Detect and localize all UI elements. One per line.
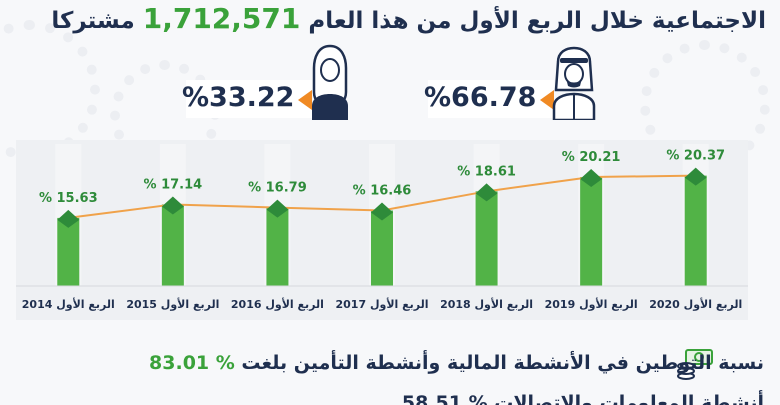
data-point [580, 169, 603, 188]
category-label: الربع الأول 2015 [126, 297, 219, 311]
data-point [266, 199, 289, 218]
headline: الاجتماعية خلال الربع الأول من هذا العام… [10, 2, 766, 35]
data-point [371, 202, 393, 221]
bar [684, 175, 707, 286]
woman-hijab-icon [312, 44, 348, 120]
footer-line-1-value: % 83.01 [149, 352, 235, 374]
data-label: % 17.14 [144, 177, 203, 192]
male-stat-bar [428, 80, 554, 118]
category-label: الربع الأول 2018 [440, 297, 533, 311]
female-stat-bar [186, 80, 312, 118]
data-label: % 20.21 [562, 150, 621, 165]
male-stat: %66.78 [418, 46, 598, 120]
chart-panel: % 15.63 % 17.14 % 16.79 % 16.46 % 18.61 % 20.… [16, 140, 748, 320]
female-stat: %33.22 [176, 44, 356, 120]
money-stack-icon [677, 349, 713, 380]
bar [371, 210, 393, 286]
footer-line-1: نسبة التوطين في الأنشطة المالية وأنشطة ا… [149, 352, 764, 374]
headline-suffix: مشتركا [51, 8, 135, 34]
data-point [57, 209, 80, 228]
male-percentage: %66.78 [424, 82, 537, 113]
category-label: الربع الأول 2014 [22, 297, 115, 311]
data-point [161, 196, 184, 215]
data-label: % 16.79 [248, 181, 307, 196]
footer-line-2: أنشطة المعلومات والاتصالات % 58.51 [402, 392, 764, 405]
footer-line-2-value: % 58.51 [401, 392, 488, 405]
data-point [684, 167, 707, 186]
category-label: الربع الأول 2019 [545, 297, 638, 311]
female-chevron-icon [298, 90, 312, 110]
data-label: % 15.63 [39, 191, 98, 206]
bar [580, 177, 603, 286]
headline-number: 1,712,571 [142, 2, 301, 35]
chart: % 15.63 % 17.14 % 16.79 % 16.46 % 18.61 % 20.… [16, 144, 748, 311]
female-percentage: %33.22 [182, 82, 295, 113]
bar [161, 204, 184, 286]
footer-line-1-text: نسبة التوطين في الأنشطة المالية وأنشطة ا… [241, 352, 764, 374]
footer-line-2-text: أنشطة المعلومات والاتصالات [494, 392, 764, 405]
data-label: % 20.37 [666, 149, 725, 164]
data-label: % 16.46 [353, 184, 412, 199]
male-chevron-icon [540, 90, 554, 110]
headline-prefix: الاجتماعية خلال الربع الأول من هذا العام [308, 8, 766, 34]
bar [266, 207, 289, 286]
category-label: الربع الأول 2020 [649, 297, 742, 311]
data-point [475, 183, 498, 202]
data-label: % 18.61 [457, 164, 516, 179]
category-label: الربع الأول 2017 [335, 297, 428, 311]
background-gear-decoration [0, 20, 100, 160]
category-label: الربع الأول 2016 [231, 297, 324, 311]
bar [475, 191, 498, 286]
man-shemagh-icon [552, 46, 596, 120]
bar [57, 217, 80, 286]
